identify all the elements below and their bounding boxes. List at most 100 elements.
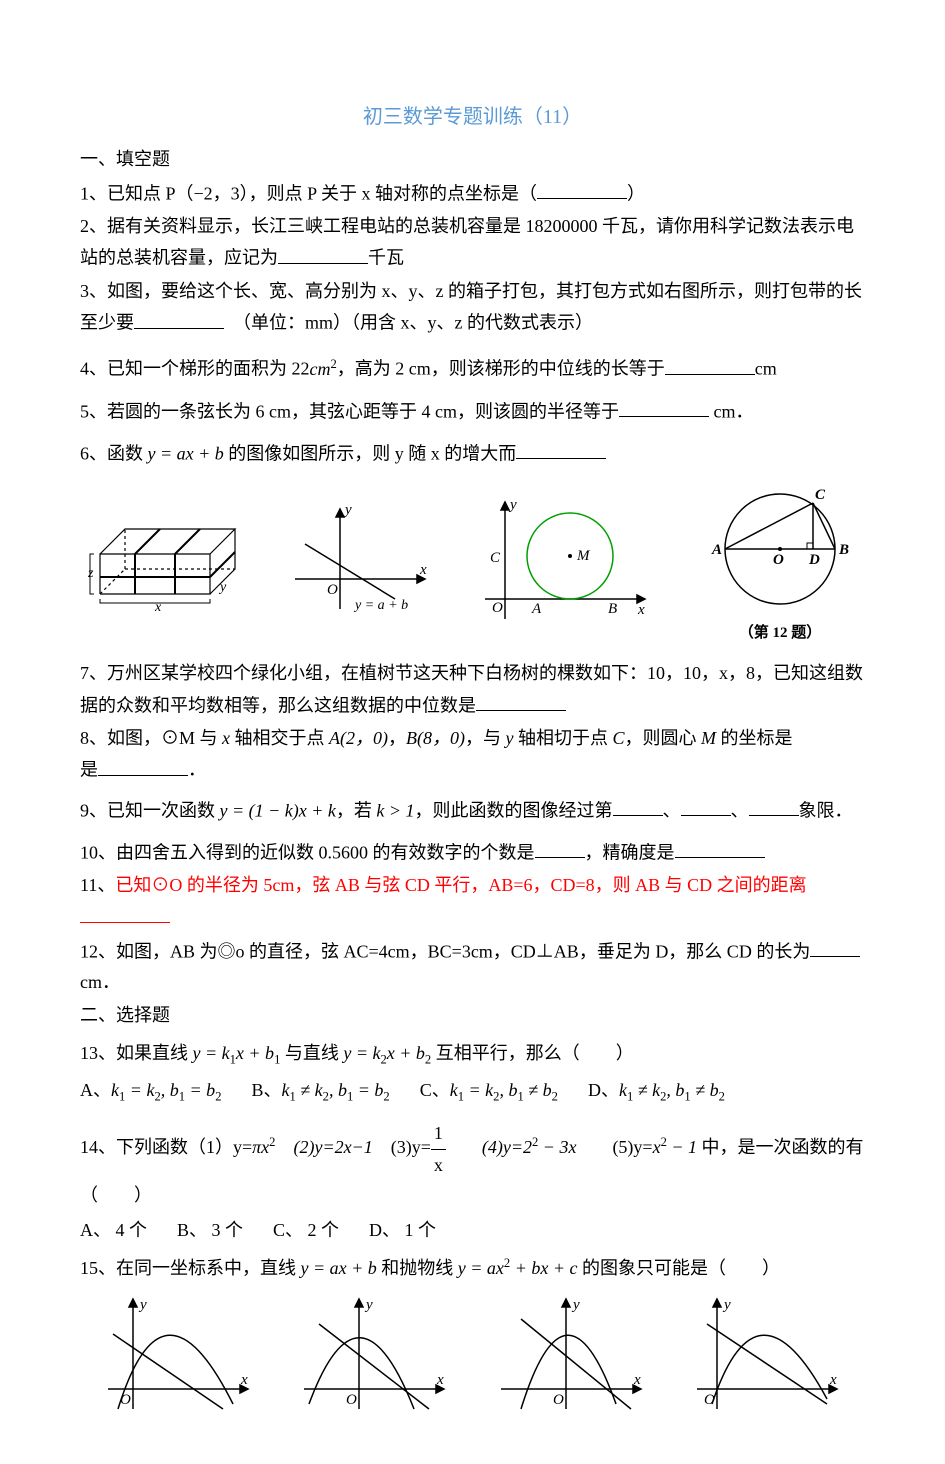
q12-blank <box>810 935 860 958</box>
q10-b: ，精确度是 <box>585 842 675 862</box>
q9-b: ，若 <box>336 800 377 820</box>
q14-a: 14、下列函数（1）y= <box>80 1137 252 1157</box>
q15-graph-1: yxO <box>103 1294 253 1424</box>
q14-f5a: (5)y= <box>612 1137 652 1157</box>
q9-blank1 <box>613 794 663 817</box>
figure-box: z x y <box>80 499 240 629</box>
figure-circle-tangent: y x O C A B M <box>480 494 650 634</box>
svg-text:x: x <box>829 1372 837 1388</box>
question-1: 1、已知点 P（−2，3），则点 P 关于 x 轴对称的点坐标是（） <box>80 177 865 209</box>
svg-text:D: D <box>808 552 820 568</box>
question-4: 4、已知一个梯形的面积为 22cm2，高为 2 cm，则该梯形的中位线的长等于c… <box>80 352 865 384</box>
q14-f3a: (3)y= <box>391 1137 431 1157</box>
question-7: 7、万州区某学校四个绿化小组，在植树节这天种下白杨树的棵数如下：10，10，x，… <box>80 658 865 721</box>
page-title: 初三数学专题训练（11） <box>80 100 865 134</box>
q2-blank <box>278 241 368 264</box>
q8-M: M <box>701 728 716 748</box>
q8-A: A(2，0) <box>329 728 388 748</box>
q15-c: 的图象只可能是（ ） <box>577 1258 780 1278</box>
q14-option-a: A、 4 个 <box>80 1215 147 1246</box>
question-6: 6、函数 y = ax + b 的图像如图所示，则 y 随 x 的增大而 <box>80 437 865 469</box>
svg-text:O: O <box>346 1392 357 1408</box>
svg-text:y: y <box>722 1297 731 1313</box>
q13-option-d: D、k1 ≠ k2, b1 ≠ b2 <box>588 1075 725 1108</box>
q9-blank2 <box>681 794 731 817</box>
q15-graph-3: yxO <box>496 1294 646 1424</box>
q1-blank <box>537 177 627 200</box>
q6-blank <box>516 437 606 460</box>
q13-B-label: B、 <box>251 1080 281 1100</box>
q8-a: 8、如图，⊙M 与 <box>80 728 222 748</box>
svg-text:M: M <box>576 548 591 564</box>
question-12: 12、如图，AB 为◎o 的直径，弦 AC=4cm，BC=3cm，CD⊥AB，垂… <box>80 935 865 998</box>
q10-text: 10、由四舍五入得到的近似数 0.5600 的有效数字的个数是 <box>80 842 535 862</box>
svg-text:x: x <box>633 1372 641 1388</box>
svg-text:O: O <box>492 600 503 616</box>
q13-D-label: D、 <box>588 1080 619 1100</box>
q13-a: 13、如果直线 <box>80 1043 193 1063</box>
q2-text: 2、据有关资料显示，长江三峡工程电站的总装机容量是 18200000 千瓦，请你… <box>80 216 854 268</box>
svg-text:y: y <box>343 502 352 518</box>
q13-options: A、k1 = k2, b1 = b2 B、k1 ≠ k2, b1 = b2 C、… <box>80 1075 865 1108</box>
figure-row: z x y y <box>80 481 865 646</box>
figure-linear: y x O y = a + b <box>285 499 435 629</box>
q6-text-a: 6、函数 <box>80 443 148 463</box>
q8-blank <box>98 753 188 776</box>
q8-g: 的坐标是 <box>716 728 793 748</box>
q8-end: ． <box>188 760 206 780</box>
q14-option-b: B、 3 个 <box>177 1215 243 1246</box>
svg-text:x: x <box>240 1372 248 1388</box>
q15-eq2: y = ax2 + bx + c <box>458 1258 578 1278</box>
svg-text:A: A <box>531 601 542 617</box>
q13-option-c: C、k1 = k2, b1 ≠ b2 <box>420 1075 558 1108</box>
section-a-heading: 一、填空题 <box>80 144 865 175</box>
q13-C-label: C、 <box>420 1080 450 1100</box>
q15-eq1: y = ax + b <box>301 1258 377 1278</box>
q13-c: 互相平行，那么（ ） <box>431 1043 634 1063</box>
q8-e: 轴相切于点 <box>513 728 612 748</box>
q7-blank <box>476 689 566 712</box>
q9-d: 、 <box>663 800 681 820</box>
svg-text:x: x <box>154 600 162 615</box>
q11-red: 已知⊙O 的半径为 5cm，弦 AB 与弦 CD 平行，AB=6，CD=8，则 … <box>115 875 806 895</box>
q10-blank1 <box>535 836 585 859</box>
q8-c: ， <box>388 728 406 748</box>
q13-option-a: A、k1 = k2, b1 = b2 <box>80 1075 221 1108</box>
q5-end: cm． <box>709 401 754 421</box>
svg-text:B: B <box>608 601 617 617</box>
q8-d: ，与 <box>465 728 506 748</box>
svg-text:O: O <box>553 1392 564 1408</box>
q8-B: B(8，0) <box>406 728 465 748</box>
q4-text-b: ，高为 2 cm，则该梯形的中位线的长等于 <box>337 359 665 379</box>
q3-end: （单位：mm）（用含 x、y、z 的代数式表示） <box>242 313 593 333</box>
svg-text:O: O <box>327 582 338 598</box>
q4-text-a: 4、已知一个梯形的面积为 22 <box>80 359 310 379</box>
q8-f: ，则圆心 <box>625 728 702 748</box>
svg-text:x: x <box>436 1372 444 1388</box>
q9-a: 9、已知一次函数 <box>80 800 220 820</box>
q15-a: 15、在同一坐标系中，直线 <box>80 1258 301 1278</box>
q9-cond: k > 1 <box>376 800 414 820</box>
svg-text:B: B <box>838 542 849 558</box>
q14-option-c: C、 2 个 <box>273 1215 339 1246</box>
q9-end: 象限． <box>799 800 853 820</box>
question-8: 8、如图，⊙M 与 x 轴相交于点 A(2，0)，B(8，0)，与 y 轴相切于… <box>80 723 865 786</box>
q9-e: 、 <box>731 800 749 820</box>
q9-c: ，则此函数的图像经过第 <box>415 800 613 820</box>
q13-option-b: B、k1 ≠ k2, b1 = b2 <box>251 1075 389 1108</box>
q14-f2: (2)y=2x−1 <box>293 1137 372 1157</box>
q2-end: 千瓦 <box>368 248 404 268</box>
q13-eq1: y = k1x + b1 <box>193 1043 281 1063</box>
question-3: 3、如图，要给这个长、宽、高分别为 x、y、z 的箱子打包，其打包方式如右图所示… <box>80 276 865 339</box>
svg-text:x: x <box>419 562 427 578</box>
q5-text: 5、若圆的一条弦长为 6 cm，其弦心距等于 4 cm，则该圆的半径等于 <box>80 401 619 421</box>
q3-blank <box>134 306 224 329</box>
question-15: 15、在同一坐标系中，直线 y = ax + b 和抛物线 y = ax2 + … <box>80 1253 865 1284</box>
svg-text:O: O <box>704 1392 715 1408</box>
q10-blank2 <box>675 836 765 859</box>
q11-blank <box>80 901 170 924</box>
q6-eq: y = ax + b <box>148 443 224 463</box>
svg-text:O: O <box>120 1392 131 1408</box>
svg-text:O: O <box>773 552 784 568</box>
q15-b: 和抛物线 <box>377 1258 458 1278</box>
